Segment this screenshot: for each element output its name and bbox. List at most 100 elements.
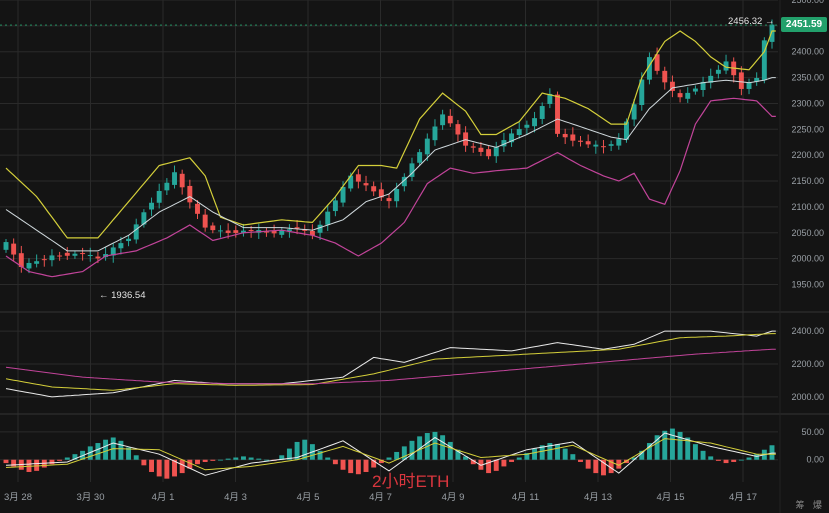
- last-price-tag: 2451.59: [781, 17, 827, 32]
- candle-up: [340, 186, 346, 203]
- low-marker-label: ← 1936.54: [99, 290, 145, 301]
- macd-histogram-bar-positive: [738, 459, 744, 461]
- candle-up: [126, 238, 132, 242]
- candle-up: [754, 78, 760, 82]
- macd-histogram-bar-negative: [355, 459, 361, 475]
- candle-up: [761, 40, 767, 81]
- y-tick-label: 2100.00: [791, 202, 824, 212]
- y-tick-label: 2400.00: [791, 47, 824, 57]
- macd-histogram-bar-positive: [662, 430, 668, 460]
- candle-down: [662, 70, 668, 83]
- macd-histogram-bar-positive: [539, 445, 545, 460]
- candle-up: [516, 129, 522, 135]
- macd-histogram-bar-positive: [708, 456, 714, 460]
- macd-histogram-bar-negative: [57, 459, 63, 461]
- macd-histogram-bar-positive: [95, 443, 101, 460]
- macd-histogram-bar-negative: [378, 459, 384, 464]
- macd-histogram-bar-negative: [3, 459, 9, 464]
- macd-histogram-bar-negative: [187, 459, 193, 469]
- candle-up: [141, 212, 147, 225]
- macd-histogram-bar-negative: [578, 459, 583, 462]
- macd-histogram-bar-negative: [11, 459, 17, 467]
- candle-up: [715, 69, 721, 74]
- candle-down: [64, 252, 70, 256]
- arrow-right-icon: →: [764, 16, 775, 27]
- candle-down: [601, 146, 606, 148]
- candle-up: [3, 242, 9, 250]
- candle-up: [401, 176, 407, 187]
- macd-histogram-bar-positive: [279, 455, 285, 460]
- candle-up: [539, 106, 545, 119]
- y-tick-label: 2300.00: [791, 98, 824, 108]
- candle-up: [394, 189, 400, 202]
- macd-histogram-bar-positive: [263, 459, 269, 461]
- macd-histogram-bar-positive: [294, 441, 300, 460]
- macd-histogram-bar-negative: [149, 459, 155, 472]
- x-tick-label: 4月 15: [657, 492, 685, 503]
- candle-up: [409, 163, 415, 177]
- candle-up: [286, 229, 292, 232]
- candle-down: [463, 132, 469, 146]
- candle-down: [654, 54, 660, 71]
- macd-y-tick-label: 50.00: [801, 427, 824, 437]
- macd-histogram-bar-positive: [432, 431, 438, 460]
- macd-histogram-bar-positive: [639, 450, 645, 460]
- candle-down: [95, 256, 101, 259]
- candle-down: [355, 174, 361, 182]
- x-tick-label: 3月 30: [77, 492, 105, 503]
- candle-down: [11, 243, 17, 255]
- macd-histogram-bar-negative: [202, 459, 208, 462]
- macd-histogram-bar-negative: [493, 459, 499, 471]
- candle-down: [562, 133, 568, 138]
- x-tick-label: 4月 9: [442, 492, 465, 503]
- candle-down: [447, 115, 453, 124]
- macd-histogram-bar-negative: [608, 459, 614, 474]
- macd-histogram-bar-positive: [547, 443, 553, 460]
- bollinger-upper-line: [5, 30, 776, 239]
- macd-histogram-bar-negative: [723, 459, 729, 464]
- candle-down: [455, 124, 461, 135]
- candle-down: [271, 230, 277, 234]
- macd-histogram-bar-positive: [103, 439, 109, 460]
- y-tick-label: 2500.00: [791, 0, 824, 5]
- x-tick-label: 4月 3: [224, 492, 247, 503]
- candle-down: [179, 173, 185, 188]
- candle-up: [692, 88, 698, 92]
- candle-up: [172, 172, 177, 185]
- candle-down: [669, 81, 675, 91]
- ma-panel: [5, 330, 776, 398]
- high-marker-label: 2456.32 →: [728, 16, 774, 27]
- candle-down: [195, 203, 200, 214]
- candle-down: [363, 183, 369, 186]
- candle-down: [578, 140, 583, 142]
- candle-up: [547, 93, 553, 104]
- candle-down: [470, 146, 476, 148]
- x-tick-label: 4月 17: [729, 492, 757, 503]
- y-tick-label: 2150.00: [791, 176, 824, 186]
- macd-histogram-bar-positive: [248, 457, 254, 460]
- candle-up: [432, 126, 438, 141]
- macd-histogram-bar-positive: [447, 441, 453, 460]
- macd-histogram-bar-positive: [87, 446, 93, 460]
- macd-histogram-bar-positive: [240, 456, 246, 460]
- candle-up: [532, 118, 538, 127]
- macd-histogram-bar-positive: [256, 458, 262, 460]
- candle-up: [156, 190, 162, 203]
- candle-up: [616, 138, 622, 146]
- macd-histogram-bar-positive: [394, 451, 400, 460]
- candle-down: [677, 93, 683, 98]
- macd-histogram-bar-negative: [371, 459, 377, 468]
- candle-up: [34, 261, 40, 264]
- macd-histogram-bar-positive: [317, 450, 323, 460]
- ma-series-line: [5, 348, 776, 385]
- macd-histogram-bar-positive: [302, 439, 308, 460]
- macd-histogram-bar-positive: [555, 444, 560, 460]
- candle-up: [509, 133, 515, 143]
- macd-signal-line: [5, 438, 776, 471]
- x-tick-label: 4月 13: [584, 492, 612, 503]
- candle-up: [700, 81, 706, 90]
- candle-down: [248, 230, 254, 231]
- macd-histogram-bar-positive: [440, 435, 446, 460]
- macd-histogram-bar-positive: [386, 457, 392, 460]
